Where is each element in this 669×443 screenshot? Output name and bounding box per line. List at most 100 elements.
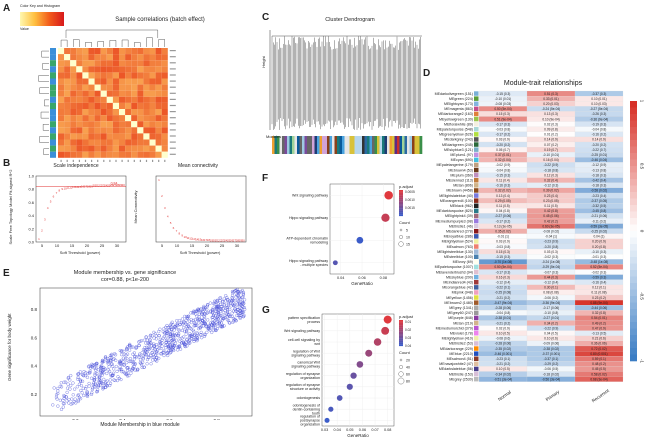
scatter-point [205,311,209,315]
heat-cell [100,139,107,146]
heat-cell [161,90,168,97]
trait-cell-value: -0.23 (0.4) [592,194,607,198]
module-row-label: MEgrey (2530) [449,377,473,381]
trait-cell-value: 0.13 (3e-05) [494,224,511,228]
heat-cell [125,90,132,97]
heat-cell [161,48,168,55]
trait-cell-value: -0.15 (0.3) [496,173,511,177]
scatter-point [138,339,142,343]
module-color-cell [274,136,278,154]
G-pvalue-gradient [399,339,403,341]
heat-cell [94,121,101,128]
heat-cell [155,133,162,140]
scatter-point [214,328,218,332]
heat-cell [131,66,138,73]
scatter-point [137,343,141,348]
left-dendro-branch [43,148,49,155]
colorbar-segment [630,107,637,115]
heat-cell [94,90,101,97]
batch-color-cell [50,115,56,122]
heat-cell [119,133,126,140]
heat-cell [125,48,132,55]
heat-cell [137,145,144,152]
heat-cell [137,133,144,140]
b2-point: 11 [186,236,189,240]
heat-cell [155,139,162,146]
heat-cell [137,102,144,109]
scatter-point [125,345,129,349]
scatter-point [54,395,58,399]
scatter-point [143,348,147,352]
module-color-cell [319,136,323,154]
G-category-label: signaling pathway [291,365,320,369]
scatter-point [222,303,226,307]
module-swatch [474,310,479,316]
b-right-xlabel: Soft Threshold (power) [179,250,221,255]
module-color-cell [322,136,325,154]
module-row-label: MEdarkturquoise (825) [436,209,473,213]
F-pvalue-gradient [399,206,403,209]
trait-cell-value: 0.51 (9e-04) [494,117,511,121]
heat-cell [131,78,138,85]
trait-cell-value: -0.21 (0.06) [591,214,607,218]
heat-cell [112,90,119,97]
module-swatch [474,132,479,137]
scatter-point [141,348,146,352]
scatter-point [216,317,220,321]
module-row-label: MEroyalblue (286) [444,235,473,239]
colorbar-segment [630,263,637,271]
trait-cell-value: -0.20 (0.2) [592,143,607,147]
module-swatch [474,376,479,382]
scatter-point [59,381,63,385]
heat-cell [143,133,150,140]
scatter-point [169,322,173,326]
scatter-point [157,346,161,350]
F-pvalue-gradient [399,214,403,217]
scatter-point [235,288,239,292]
batch-color-cell [50,90,56,97]
row-label-mark [169,141,176,143]
scatter-point [240,288,244,293]
scatter-point [170,342,174,346]
heat-cell [82,133,89,140]
trait-cell-value: 0.10 (9e-04) [542,117,559,121]
scatter-point [222,303,227,307]
b1-point: 16 [81,184,85,188]
colorbar-segment [630,166,637,173]
trait-cell-value: 0.32 (0.8) [592,311,606,315]
scatter-point [179,347,183,351]
heat-cell [131,102,138,109]
scatter-point [115,369,119,374]
b2-point: 14 [195,237,199,241]
trait-cell-value: 0.04 (0.8) [496,209,510,213]
scatter-point [165,351,169,355]
scatter-point [178,339,182,343]
heat-cell [143,102,150,109]
scatter-point [229,301,233,305]
scatter-point [185,325,189,329]
b1-point: 22 [98,184,102,188]
scatter-point [221,325,225,329]
heat-cell [64,102,71,109]
F-pvalue-gradient [399,201,403,204]
scatter-point [103,367,107,371]
trait-cell-value: -0.25 (0.01) [591,153,607,157]
G-category-label: structure or activity [290,387,320,391]
heat-cell [137,96,144,103]
b1-point: 1 [38,237,40,241]
scatter-point [235,302,240,306]
trait-cell-value: -0.06 (0.5) [544,367,559,371]
heat-cell [88,151,95,158]
scatter-point [210,323,214,327]
heat-cell [112,54,119,61]
G-dot [373,338,382,346]
trait-cell-value: -0.22 (0.9) [544,326,559,330]
module-swatch [474,183,479,188]
module-swatch [474,157,479,163]
module-swatch [474,167,479,173]
batch-color-cell [50,54,56,61]
heat-cell [137,66,144,73]
scatter-point [111,357,115,361]
heat-cell [143,48,150,55]
b2-point: 16 [201,238,205,242]
